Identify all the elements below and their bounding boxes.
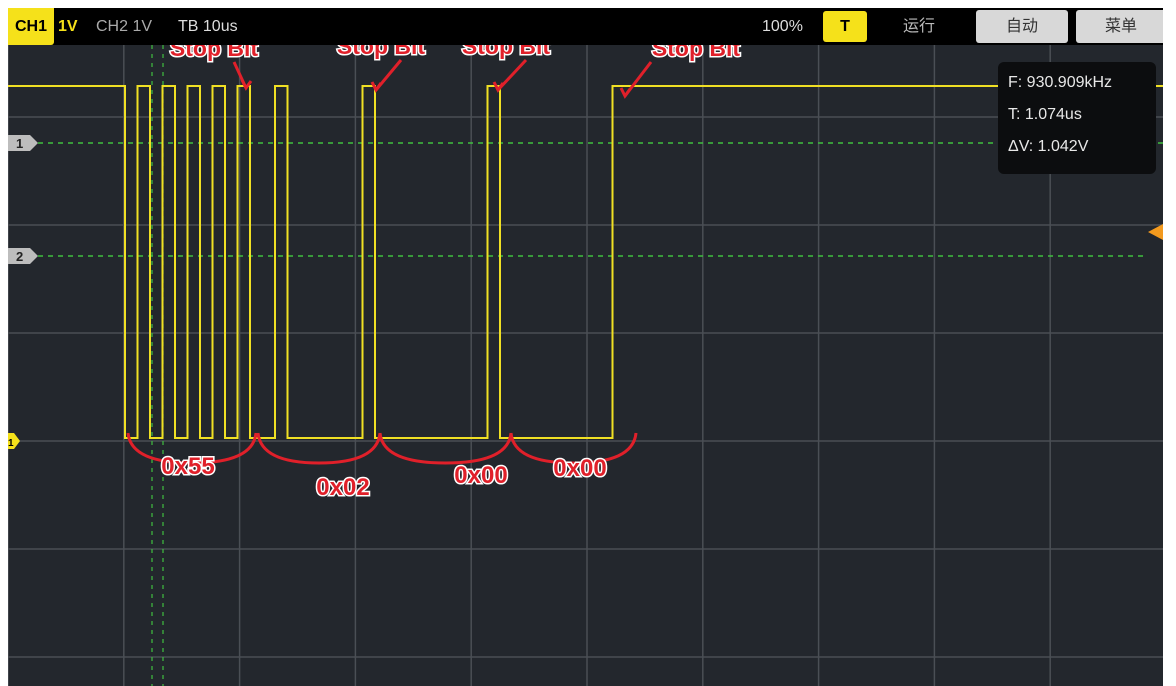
byte-value-label: 0x02	[316, 474, 369, 501]
oscilloscope-screen: 1 2 1 Stop Bit Stop Bit Stop Bit Stop Bit 0x55 0…	[8, 8, 1163, 686]
channel-marker-shape	[8, 248, 38, 264]
auto-button[interactable]: 自动	[976, 10, 1068, 43]
ch1-button[interactable]: CH1	[8, 8, 54, 45]
frequency-readout: F: 930.909kHz	[1008, 74, 1113, 91]
byte-value-label: 0x00	[553, 455, 606, 482]
zoom-level: 100%	[762, 18, 803, 35]
byte-bracket	[126, 432, 258, 465]
ground-marker-label: 1	[8, 438, 14, 449]
top-bar: CH1 1V CH2 1V TB 10us 100% T 运行 自动 菜单	[8, 8, 1163, 45]
ch2-button[interactable]: CH2 1V	[96, 18, 153, 35]
channel-marker-label: 1	[16, 136, 23, 151]
timebase[interactable]: TB 10us	[178, 18, 238, 35]
trigger-level-marker	[1148, 224, 1163, 240]
arrow-head-icon	[240, 79, 253, 91]
ch1-ground-marker: 1	[8, 433, 20, 449]
byte-bracket	[378, 432, 513, 465]
measurement-panel: F: 930.909kHz T: 1.074us ΔV: 1.042V	[998, 62, 1156, 174]
arrow-head-icon	[492, 81, 505, 93]
ch2-offset-marker: 2	[8, 248, 38, 264]
period-readout: T: 1.074us	[1008, 106, 1082, 123]
channel-marker-shape	[8, 135, 38, 151]
byte-bracket	[509, 432, 638, 465]
run-status[interactable]: 运行	[903, 18, 936, 35]
arrow-head-icon	[370, 81, 383, 93]
byte-value-label: 0x00	[454, 462, 507, 489]
ch1-waveform	[8, 85, 1163, 439]
delta-v-readout: ΔV: 1.042V	[1008, 138, 1089, 155]
ch1-offset-marker: 1	[8, 135, 38, 151]
arrow-head-icon	[619, 87, 632, 99]
ch1-scale[interactable]: 1V	[58, 18, 78, 35]
trigger-button[interactable]: T	[823, 11, 867, 42]
byte-value-label: 0x55	[161, 453, 214, 480]
menu-button[interactable]: 菜单	[1076, 10, 1163, 43]
channel-marker-label: 2	[16, 249, 23, 264]
byte-bracket	[256, 432, 382, 465]
ground-marker-shape	[8, 433, 20, 449]
